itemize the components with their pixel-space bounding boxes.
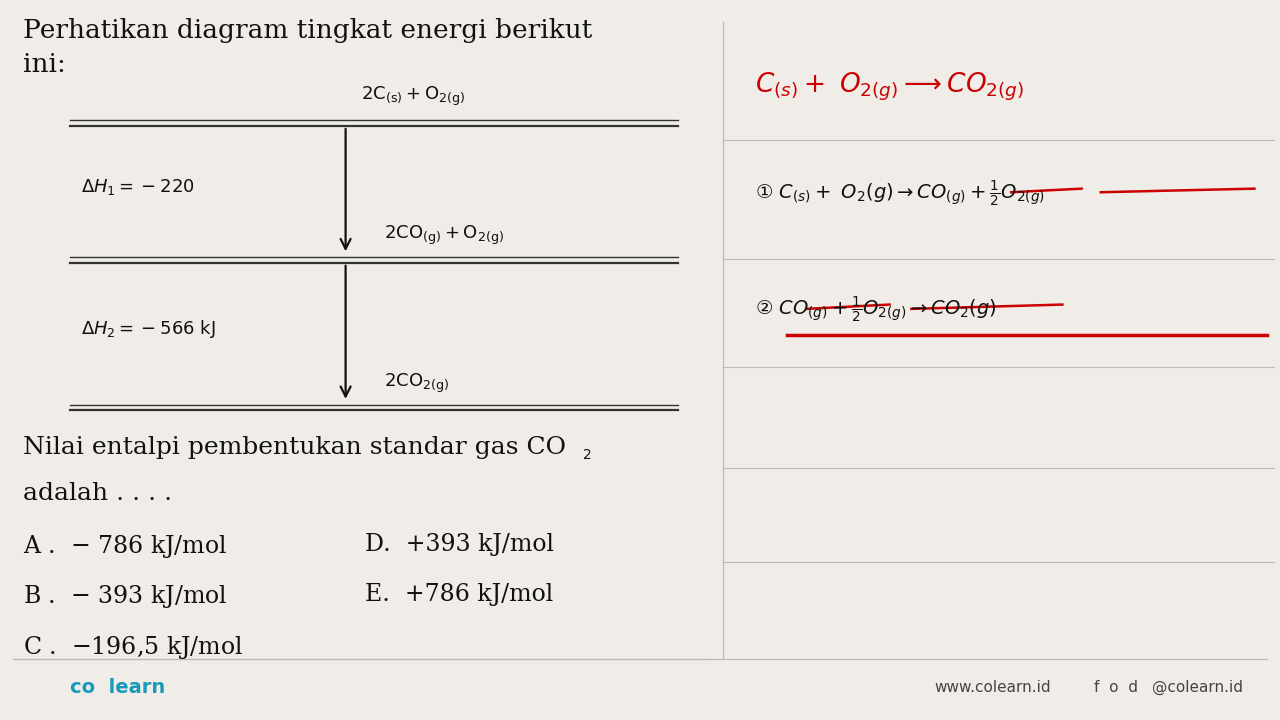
- Text: ② $CO_{(g)}+\frac{1}{2}O_{2(g)} \rightarrow CO_2(g)$: ② $CO_{(g)}+\frac{1}{2}O_{2(g)} \rightar…: [755, 294, 997, 325]
- Text: $\mathrm{2C_{(s)} + O_{2(g)}}$: $\mathrm{2C_{(s)} + O_{2(g)}}$: [361, 85, 465, 108]
- Text: $\Delta H_1 = -220$: $\Delta H_1 = -220$: [81, 177, 195, 197]
- Text: co  learn: co learn: [70, 678, 165, 697]
- Text: @colearn.id: @colearn.id: [1152, 680, 1243, 696]
- Text: Nilai entalpi pembentukan standar gas CO: Nilai entalpi pembentukan standar gas CO: [23, 436, 566, 459]
- Text: adalah . . . .: adalah . . . .: [23, 482, 173, 505]
- Text: $\Delta H_2 = -566\ \mathrm{kJ}$: $\Delta H_2 = -566\ \mathrm{kJ}$: [81, 318, 215, 341]
- Text: ① $C_{(s)}+\ O_2(g) \rightarrow CO_{(g)}+\frac{1}{2}O_{2(g)}$: ① $C_{(s)}+\ O_2(g) \rightarrow CO_{(g)}…: [755, 179, 1046, 210]
- Text: E.  +786 kJ/mol: E. +786 kJ/mol: [365, 583, 553, 606]
- Text: $\mathrm{2CO_{(g)} + O_{2(g)}}$: $\mathrm{2CO_{(g)} + O_{2(g)}}$: [384, 224, 504, 247]
- Text: $_2$: $_2$: [582, 444, 591, 462]
- Text: D.  +393 kJ/mol: D. +393 kJ/mol: [365, 533, 554, 556]
- Text: B .  $-$ 393 kJ/mol: B . $-$ 393 kJ/mol: [23, 583, 228, 610]
- Text: Perhatikan diagram tingkat energi berikut: Perhatikan diagram tingkat energi beriku…: [23, 18, 593, 43]
- Text: ini:: ini:: [23, 52, 65, 77]
- Text: A .  $-$ 786 kJ/mol: A . $-$ 786 kJ/mol: [23, 533, 228, 560]
- Text: f  o  d: f o d: [1094, 680, 1138, 695]
- Text: www.colearn.id: www.colearn.id: [934, 680, 1051, 695]
- Text: $\mathrm{2CO_{2(g)}}$: $\mathrm{2CO_{2(g)}}$: [384, 372, 449, 395]
- Text: C .  $-$196,5 kJ/mol: C . $-$196,5 kJ/mol: [23, 634, 243, 661]
- Text: $C_{(s)}+\ O_{2(g)} \longrightarrow CO_{2(g)}$: $C_{(s)}+\ O_{2(g)} \longrightarrow CO_{…: [755, 71, 1024, 102]
